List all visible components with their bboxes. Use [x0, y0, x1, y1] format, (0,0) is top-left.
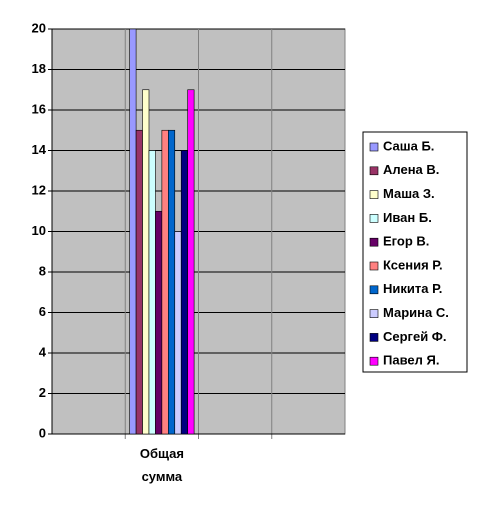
legend-swatch — [369, 214, 379, 223]
bar — [142, 89, 150, 435]
y-tick-label: 0 — [39, 425, 46, 440]
legend-label: Саша Б. — [383, 138, 434, 153]
y-tick-label: 8 — [39, 263, 46, 278]
y-tick-label: 6 — [39, 304, 46, 319]
legend-label: Никита Р. — [383, 281, 442, 296]
legend-label: Сергей Ф. — [383, 329, 447, 344]
bar — [155, 210, 163, 435]
legend-label: Павел Я. — [383, 353, 439, 368]
bar — [187, 89, 195, 435]
bar — [135, 129, 143, 435]
y-tick-label: 12 — [32, 182, 46, 197]
legend-swatch — [369, 285, 379, 295]
legend-swatch — [369, 190, 379, 199]
legend-swatch — [369, 356, 379, 366]
y-tick-label: 18 — [32, 61, 46, 76]
legend-swatch — [369, 333, 379, 342]
bar — [129, 28, 137, 435]
y-tick-label: 2 — [39, 385, 46, 400]
y-tick-label: 14 — [32, 142, 47, 157]
y-tick-label: 16 — [32, 101, 46, 116]
legend-label: Иван Б. — [383, 210, 432, 225]
bar — [174, 231, 182, 435]
bar — [161, 129, 169, 435]
legend-label: Егор В. — [383, 234, 429, 249]
legend-label: Марина С. — [383, 305, 449, 320]
y-tick-label: 4 — [39, 344, 47, 359]
y-tick-label: 10 — [32, 223, 46, 238]
bar — [168, 129, 176, 435]
y-tick-label: 20 — [32, 20, 46, 35]
legend-swatch — [369, 166, 379, 176]
legend-label: Алена В. — [383, 162, 439, 177]
legend-swatch — [369, 237, 379, 247]
legend-swatch — [369, 261, 379, 271]
legend-box — [362, 131, 468, 373]
legend-swatch — [369, 142, 379, 152]
legend-label: Ксения Р. — [383, 257, 443, 272]
x-tick-label: Общая сумма — [139, 446, 184, 484]
bar — [148, 150, 156, 435]
legend-swatch — [369, 309, 379, 318]
bar — [180, 150, 188, 435]
legend-label: Маша З. — [383, 186, 435, 201]
